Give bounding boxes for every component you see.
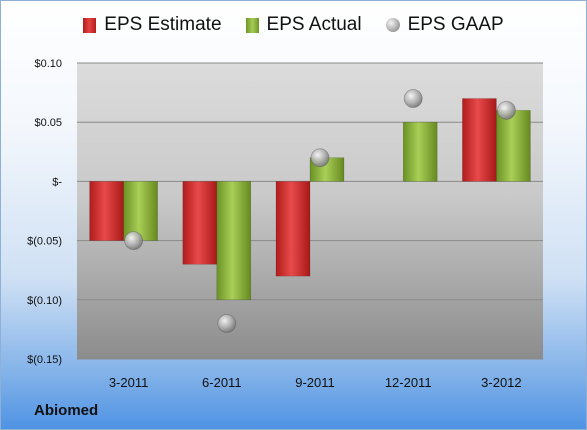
estimate-bar (182, 181, 218, 265)
x-tick-label: 3-2011 (109, 375, 149, 390)
actual-bar (402, 121, 438, 182)
y-tick-label: $0.05 (34, 117, 62, 129)
estimate-bar (89, 181, 124, 241)
gaap-point (310, 148, 330, 168)
legend-label-estimate: EPS Estimate (104, 14, 222, 35)
legend-item-gaap: EPS GAAP (385, 14, 504, 36)
legend-label-actual: EPS Actual (266, 14, 362, 35)
chart-legend: EPS Estimate EPS Actual EPS GAAP (0, 14, 587, 36)
gaap-point (217, 314, 237, 333)
estimate-bar (275, 181, 311, 277)
legend-swatch-actual (245, 17, 259, 33)
gaap-point (403, 89, 423, 108)
x-tick-label: 3-2012 (481, 375, 521, 390)
y-tick-label: $0.10 (34, 58, 62, 70)
legend-item-actual: EPS Actual (245, 14, 362, 36)
x-tick-label: 12-2011 (385, 375, 432, 390)
y-tick-label: $- (52, 176, 62, 188)
actual-bar (216, 181, 252, 301)
gaap-point (496, 100, 516, 120)
y-axis-ticks: $0.10 $0.05 $- $(0.05) $(0.10) $(0.15) (27, 58, 62, 366)
x-tick-label: 6-2011 (202, 375, 242, 390)
x-axis-ticks: 3-2011 6-2011 9-2011 12-2011 3-2012 (109, 375, 522, 390)
y-tick-label: $(0.15) (27, 354, 62, 366)
gaap-point (124, 231, 144, 251)
actual-bar (123, 181, 158, 241)
gaap-points (124, 89, 516, 333)
bars (89, 98, 531, 301)
company-name: Abiomed (34, 402, 99, 419)
y-tick-label: $(0.10) (27, 295, 62, 307)
estimate-bar (462, 98, 497, 182)
legend-label-gaap: EPS GAAP (407, 14, 504, 35)
legend-item-estimate: EPS Estimate (83, 14, 222, 36)
y-tick-label: $(0.05) (27, 236, 62, 248)
legend-swatch-estimate (83, 17, 97, 33)
x-tick-label: 9-2011 (295, 375, 335, 390)
actual-bar (496, 110, 531, 182)
legend-swatch-gaap (385, 18, 400, 32)
